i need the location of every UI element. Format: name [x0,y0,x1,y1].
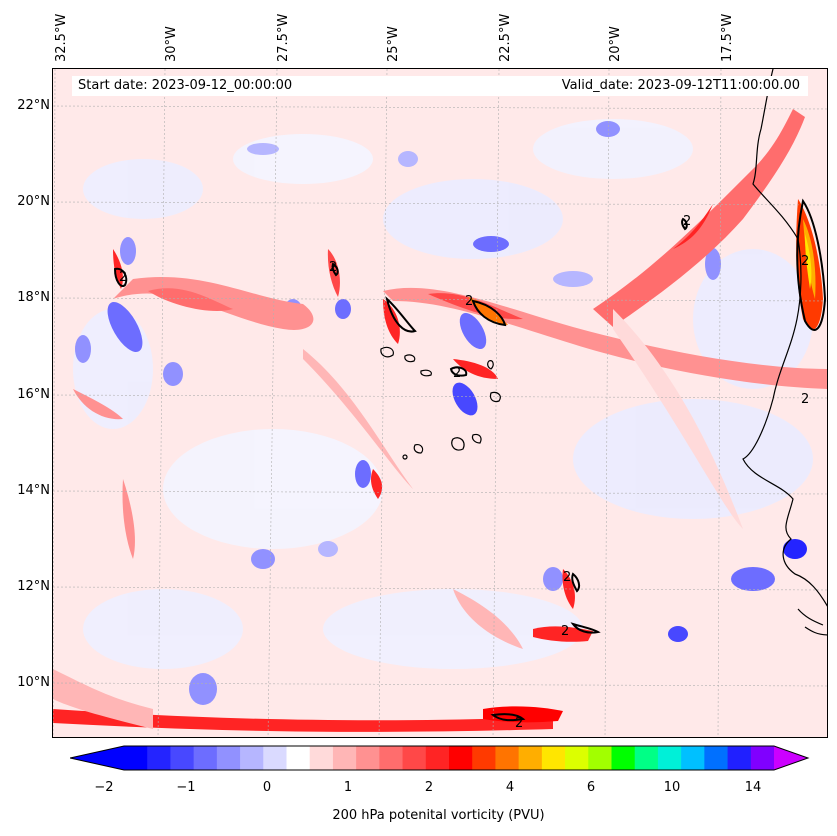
colorbar-swatch [263,746,287,770]
colorbar-swatch [425,746,450,770]
lat-label-12n: 12°N [17,579,50,594]
contour-label: 2 [119,270,127,285]
map-info-bar: Start date: 2023-09-12_00:00:00 Valid_da… [72,76,808,96]
colorbar-swatch [704,746,729,770]
contour-label: 2 [801,392,809,407]
lat-label-16n: 16°N [17,387,50,402]
colorbar-tick-label: −1 [176,780,196,795]
map-panel: 2 2 2 2 2 2 2 2 2 2 [52,68,828,738]
colorbar-swatch [565,746,589,770]
colorbar-swatch [495,746,520,770]
pv-positive-field [53,109,827,732]
colorbar-tick-label: 10 [663,780,681,795]
lon-label-20w: 20°W [608,26,623,62]
lon-label-32-5w: 32.5°W [54,13,69,62]
colorbar-swatch [286,746,311,770]
colorbar-swatch [681,746,705,770]
contour-label: 2 [801,254,809,269]
colorbar-extend-high [774,746,808,770]
lon-label-17-5w: 17.5°W [720,13,735,62]
cape-verde-islands [380,346,501,460]
colorbar-extend-low [70,746,124,770]
contour-label: 2 [561,624,569,639]
colorbar-label: 200 hPa potenital vorticity (PVU) [332,808,545,823]
pv-contour-labels: 2 2 2 2 2 2 2 2 2 2 [119,214,809,731]
colorbar-swatch [472,746,496,770]
colorbar-swatch [170,746,195,770]
colorbar-swatch [727,746,752,770]
colorbar-swatch [193,746,218,770]
colorbar-tick-label: 1 [343,780,353,795]
colorbar-swatch [124,746,148,770]
colorbar-swatch [588,746,612,770]
colorbar-swatch [449,746,473,770]
contour-label: 2 [563,570,571,585]
colorbar-swatch [309,746,334,770]
lat-label-14n: 14°N [17,483,50,498]
colorbar-swatch [541,746,566,770]
colorbar-tick-label: 0 [262,780,272,795]
pv-2-contours [113,198,827,722]
colorbar-swatch [518,746,543,770]
lat-label-22n: 22°N [17,98,50,113]
colorbar-tick-label: 4 [505,780,515,795]
pv-contour-map: 2 2 2 2 2 2 2 2 2 2 [53,69,827,737]
lat-label-20n: 20°N [17,194,50,209]
colorbar-tick-label: 2 [424,780,434,795]
colorbar-swatch [750,746,775,770]
colorbar-swatch [216,746,241,770]
africa-coastline-south [797,608,827,636]
colorbar-swatch [147,746,171,770]
lat-label-18n: 18°N [17,290,50,305]
contour-label: 2 [683,214,691,229]
colorbar-swatch [240,746,264,770]
africa-coastline [742,69,827,607]
lon-label-25w: 25°W [386,26,401,62]
lon-label-27-5w: 27.5°W [276,13,291,62]
contour-label: 2 [329,260,337,275]
map-gridlines [53,69,827,737]
colorbar-swatch [611,746,636,770]
colorbar-swatch [634,746,659,770]
colorbar-swatch [657,746,682,770]
valid-date-label: Valid_date: 2023-09-12T11:00:00.00 [561,78,800,93]
colorbar-outline [70,745,810,771]
colorbar-swatch [379,746,404,770]
colorbar-swatch [402,746,427,770]
colorbar-tick-label: 14 [744,780,762,795]
contour-label: 2 [465,294,473,309]
colorbar-swatch [332,746,357,770]
start-date-label: Start date: 2023-09-12_00:00:00 [78,78,293,93]
lon-label-22-5w: 22.5°W [498,13,513,62]
lon-label-30w: 30°W [164,26,179,62]
colorbar [70,745,810,771]
contour-label: 2 [453,366,461,381]
colorbar-tick-label: −2 [94,780,114,795]
colorbar-swatch [356,746,380,770]
colorbar-tick-label: 6 [586,780,596,795]
contour-label: 2 [515,716,523,731]
lat-label-10n: 10°N [17,675,50,690]
